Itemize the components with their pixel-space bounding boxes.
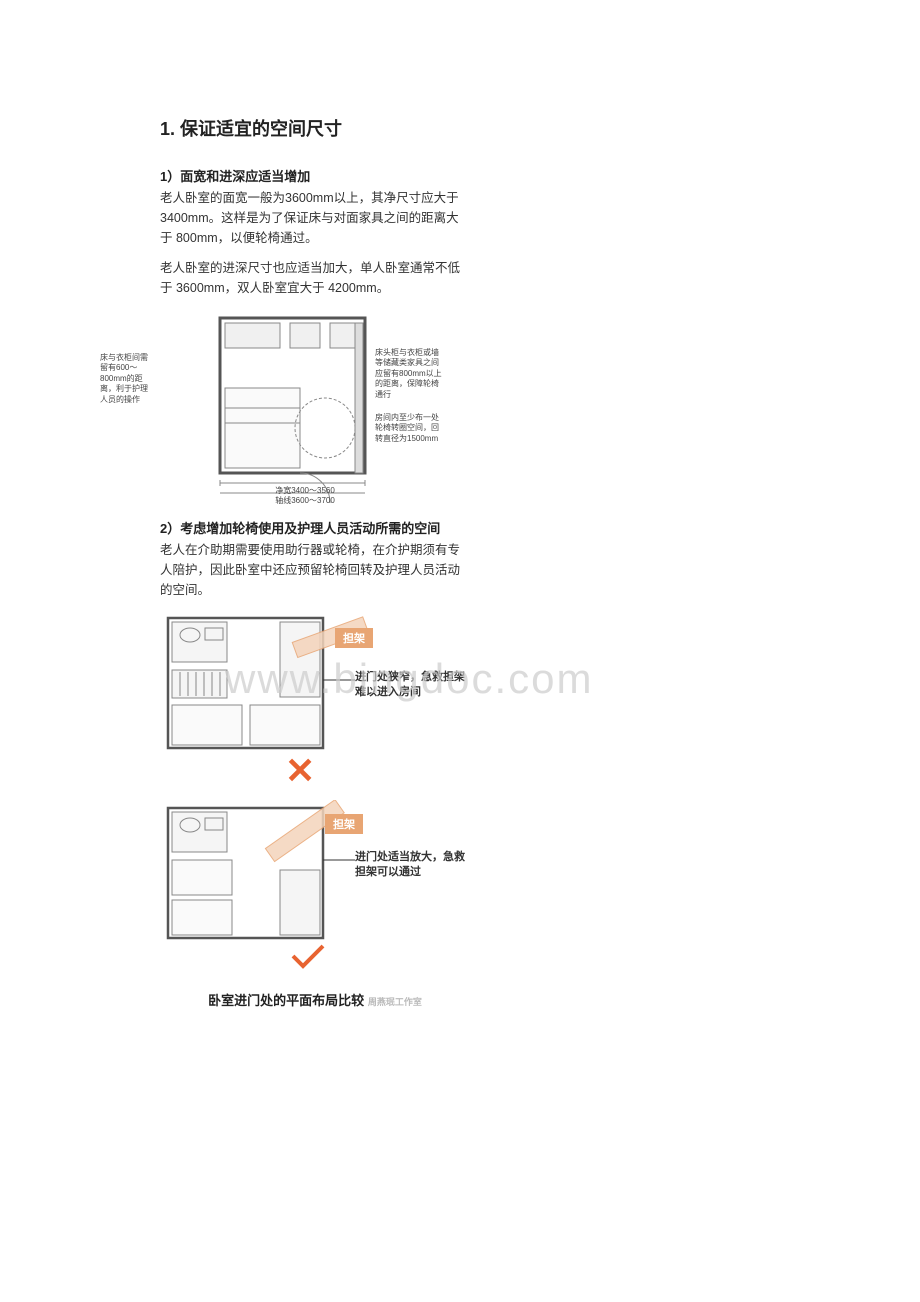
main-heading: 1. 保证适宜的空间尺寸 <box>160 115 470 141</box>
diagram1-right-annotation2: 房间内至少布一处轮椅转圈空间，回转直径为1500mm <box>375 413 445 444</box>
diagram1-dim-bottom1: 净宽3400～3560 <box>255 486 355 496</box>
section1-para1: 老人卧室的面宽一般为3600mm以上，其净尺寸应大于 3400mm。这样是为了保… <box>160 188 470 248</box>
section2-title: 2）考虑增加轮椅使用及护理人员活动所需的空间 <box>160 518 470 537</box>
diagram-good-layout: 担架 进门处适当放大，急救担架可以通过 <box>160 800 430 975</box>
callout-good: 进门处适当放大，急救担架可以通过 <box>355 850 465 881</box>
diagram-bad-layout: 担架 进门处狭窄，急救担架难以进入房间 ✕ <box>160 610 430 785</box>
caption-text: 卧室进门处的平面布局比较 <box>208 993 364 1008</box>
section2-para: 老人在介助期需要使用助行器或轮椅，在介护期须有专人陪护，因此卧室中还应预留轮椅回… <box>160 540 470 600</box>
stretcher-label-bad: 担架 <box>335 628 373 648</box>
stretcher-label-good: 担架 <box>325 814 363 834</box>
diagram-caption: 卧室进门处的平面布局比较 周燕珉工作室 <box>160 990 470 1009</box>
diagram-floorplan-dimensions: 床与衣柜间需留有600～800mm的距离，利于护理人员的操作 床头柜与衣柜或墙等… <box>160 308 440 503</box>
diagram1-dim-bottom2: 轴线3600～3700 <box>255 496 355 506</box>
section1-title: 1）面宽和进深应适当增加 <box>160 166 470 185</box>
check-mark-icon <box>288 938 328 980</box>
caption-sub: 周燕珉工作室 <box>368 997 422 1007</box>
cross-mark-icon: ✕ <box>285 750 315 792</box>
callout-bad: 进门处狭窄，急救担架难以进入房间 <box>355 670 465 701</box>
floorplan-svg <box>160 308 440 503</box>
document-content: 1. 保证适宜的空间尺寸 1）面宽和进深应适当增加 老人卧室的面宽一般为3600… <box>160 115 470 1009</box>
diagram1-right-annotation1: 床头柜与衣柜或墙等储藏类家具之间应留有800mm以上的距离，保障轮椅通行 <box>375 348 445 400</box>
section1-para2: 老人卧室的进深尺寸也应适当加大，单人卧室通常不低于 3600mm，双人卧室宜大于… <box>160 258 470 298</box>
diagram1-left-annotation: 床与衣柜间需留有600～800mm的距离，利于护理人员的操作 <box>100 353 155 405</box>
